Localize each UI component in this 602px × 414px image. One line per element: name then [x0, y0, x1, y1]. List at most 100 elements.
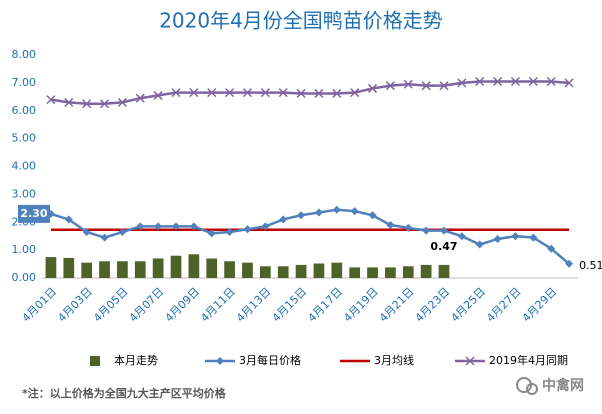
- bar: [224, 261, 235, 278]
- bar: [117, 261, 128, 278]
- x-marker: [493, 76, 503, 87]
- x-marker: [457, 78, 467, 88]
- x-marker: [465, 356, 475, 366]
- diamond-marker: [440, 226, 448, 235]
- x-marker: [564, 78, 574, 88]
- bar: [170, 255, 182, 278]
- diamond-marker: [475, 240, 484, 249]
- x-marker: [368, 83, 378, 93]
- x-marker: [278, 88, 288, 98]
- diamond-marker: [243, 225, 252, 234]
- diamond-marker: [404, 223, 413, 232]
- legend-label: 3月均线: [374, 353, 414, 367]
- x-marker: [260, 88, 270, 98]
- legend-swatch: [90, 356, 100, 366]
- bar: [134, 261, 146, 278]
- y-tick-label: 4.00: [12, 160, 37, 173]
- diamond-marker: [297, 211, 306, 220]
- y-tick-label: 5.00: [12, 132, 37, 145]
- x-marker: [171, 88, 181, 98]
- line: [50, 80, 570, 106]
- y-tick-label: 0.00: [12, 271, 37, 284]
- legend-item: 3月均线: [340, 353, 414, 367]
- bar: [188, 254, 200, 278]
- diamond-marker: [332, 205, 341, 214]
- bar: [242, 262, 253, 278]
- bar: [295, 264, 307, 278]
- bar: [99, 261, 110, 278]
- bar: [402, 266, 414, 278]
- x-marker: [189, 88, 199, 98]
- diamond-marker: [118, 228, 127, 237]
- diamond-marker: [368, 211, 377, 220]
- x-marker: [403, 79, 413, 89]
- bar: [277, 266, 289, 278]
- diamond-marker: [207, 229, 216, 238]
- bar: [367, 267, 378, 278]
- legend-label: 3月每日价格: [239, 353, 301, 367]
- legend-item: 2019年4月同期: [455, 353, 568, 367]
- diamond-marker: [189, 222, 198, 231]
- diamond-marker: [136, 222, 145, 231]
- bar: [313, 263, 325, 278]
- x-marker: [421, 81, 431, 91]
- diamond-marker: [547, 244, 556, 253]
- diamond-marker: [511, 232, 520, 241]
- bar: [206, 258, 218, 278]
- watermark-icon: [516, 377, 538, 395]
- diamond-marker: [154, 222, 163, 231]
- diamond-marker: [225, 228, 234, 237]
- x-marker: [314, 88, 324, 98]
- watermark: 中禽网: [542, 377, 584, 394]
- diamond-marker: [314, 208, 323, 217]
- diamond-marker: [350, 207, 359, 216]
- diamond-marker: [82, 228, 91, 237]
- diamond-marker: [529, 233, 538, 242]
- diamond-marker: [261, 222, 270, 231]
- x-marker: [46, 95, 56, 105]
- y-tick-label: 7.00: [12, 76, 37, 89]
- diamond-marker: [493, 234, 502, 243]
- bar: [152, 258, 164, 278]
- x-marker: [475, 76, 485, 87]
- watermark-icon-ring: [526, 383, 538, 395]
- x-marker: [528, 76, 538, 87]
- diamond-marker: [565, 259, 574, 268]
- x-marker: [296, 88, 306, 98]
- legend-item: 本月走势: [90, 353, 158, 367]
- x-marker: [82, 99, 92, 109]
- diamond-marker: [422, 226, 431, 235]
- x-marker: [64, 97, 74, 107]
- data-label-box: [18, 204, 50, 223]
- y-tick-label: 3.00: [12, 187, 37, 200]
- bar: [331, 262, 343, 278]
- y-tick-label: 1.00: [12, 243, 37, 256]
- bar: [81, 262, 93, 278]
- data-label: 0.51: [579, 259, 602, 272]
- y-tick-label: 6.00: [12, 104, 37, 117]
- x-marker: [225, 88, 235, 98]
- diamond-marker: [386, 221, 395, 230]
- legend-item: 3月每日价格: [205, 353, 301, 367]
- data-label: 0.47: [430, 240, 457, 253]
- bar: [259, 266, 271, 278]
- x-marker: [332, 88, 342, 98]
- footnote: *注：以上价格为全国九大主产区平均价格: [22, 386, 227, 400]
- data-label: 2.30: [20, 207, 47, 220]
- legend-label: 本月走势: [114, 353, 158, 367]
- x-marker: [153, 90, 163, 100]
- diamond-marker: [64, 215, 73, 224]
- diamond-marker: [100, 233, 109, 242]
- x-marker: [439, 81, 449, 91]
- y-tick-label: 8.00: [12, 48, 37, 61]
- bar: [349, 267, 361, 278]
- bar: [63, 257, 75, 278]
- bar: [385, 267, 396, 278]
- x-marker: [510, 76, 520, 87]
- x-marker: [546, 76, 556, 87]
- bar: [45, 257, 57, 278]
- x-marker: [135, 93, 145, 103]
